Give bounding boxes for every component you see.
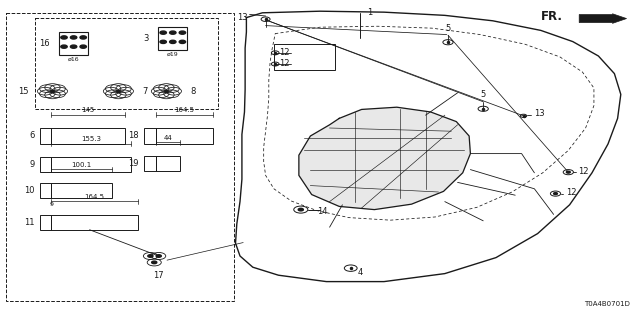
Circle shape bbox=[70, 45, 77, 48]
Bar bbox=[35, 18, 218, 109]
Text: FR.: FR. bbox=[541, 10, 563, 23]
Text: 155.3: 155.3 bbox=[81, 136, 101, 142]
Circle shape bbox=[179, 31, 186, 34]
Text: 164.5: 164.5 bbox=[84, 194, 104, 200]
Circle shape bbox=[80, 45, 86, 48]
Text: 13: 13 bbox=[237, 13, 248, 22]
Circle shape bbox=[298, 208, 303, 211]
Circle shape bbox=[554, 193, 557, 195]
FancyArrow shape bbox=[579, 14, 627, 23]
Circle shape bbox=[160, 40, 166, 44]
Bar bbox=[144, 156, 156, 171]
Circle shape bbox=[70, 36, 77, 39]
Text: 100.1: 100.1 bbox=[72, 162, 92, 168]
Bar bbox=[40, 183, 51, 198]
Text: 12: 12 bbox=[279, 60, 289, 68]
Text: 145: 145 bbox=[81, 108, 95, 113]
Circle shape bbox=[152, 261, 157, 264]
Text: 44: 44 bbox=[163, 135, 172, 140]
Text: 12: 12 bbox=[566, 188, 576, 197]
Text: 3: 3 bbox=[143, 34, 149, 43]
Bar bbox=[156, 156, 180, 171]
Circle shape bbox=[61, 45, 67, 48]
Bar bbox=[51, 128, 125, 144]
Bar bbox=[51, 215, 138, 230]
Circle shape bbox=[148, 255, 153, 257]
Bar bbox=[51, 157, 131, 172]
Circle shape bbox=[179, 40, 186, 44]
Bar bbox=[6, 13, 234, 301]
Text: ø16: ø16 bbox=[68, 57, 79, 62]
Circle shape bbox=[566, 171, 570, 173]
Text: 164.5: 164.5 bbox=[174, 108, 195, 113]
Bar bbox=[274, 44, 335, 70]
Text: 4: 4 bbox=[358, 268, 363, 277]
Text: T0A4B0701D: T0A4B0701D bbox=[584, 300, 630, 307]
Text: 5: 5 bbox=[481, 90, 486, 99]
Bar bbox=[40, 157, 51, 172]
Text: 18: 18 bbox=[128, 132, 139, 140]
Bar bbox=[40, 128, 51, 144]
Text: 11: 11 bbox=[24, 218, 35, 227]
Text: 16: 16 bbox=[39, 39, 50, 48]
Circle shape bbox=[170, 40, 176, 44]
Polygon shape bbox=[299, 107, 470, 210]
Bar bbox=[144, 128, 156, 144]
Text: 15: 15 bbox=[19, 87, 29, 96]
Circle shape bbox=[160, 31, 166, 34]
Circle shape bbox=[156, 255, 161, 257]
Text: 12: 12 bbox=[279, 48, 289, 57]
Text: 9: 9 bbox=[29, 160, 35, 169]
Text: 9: 9 bbox=[49, 202, 53, 207]
Bar bbox=[40, 215, 51, 230]
Bar bbox=[156, 128, 213, 144]
Text: 6: 6 bbox=[29, 132, 35, 140]
Circle shape bbox=[170, 31, 176, 34]
Circle shape bbox=[80, 36, 86, 39]
Text: 14: 14 bbox=[317, 207, 327, 216]
Circle shape bbox=[61, 36, 67, 39]
Bar bbox=[159, 27, 188, 50]
Text: 5: 5 bbox=[445, 24, 451, 33]
Text: 8: 8 bbox=[190, 87, 195, 96]
Text: 12: 12 bbox=[579, 167, 589, 176]
Text: 19: 19 bbox=[129, 159, 139, 168]
Text: ø19: ø19 bbox=[167, 52, 179, 57]
Text: 13: 13 bbox=[534, 109, 545, 118]
Text: 1: 1 bbox=[367, 8, 372, 17]
Text: 7: 7 bbox=[142, 87, 147, 96]
Text: 17: 17 bbox=[154, 271, 164, 280]
Bar bbox=[51, 183, 112, 198]
Text: 10: 10 bbox=[24, 186, 35, 195]
Bar bbox=[60, 32, 88, 55]
